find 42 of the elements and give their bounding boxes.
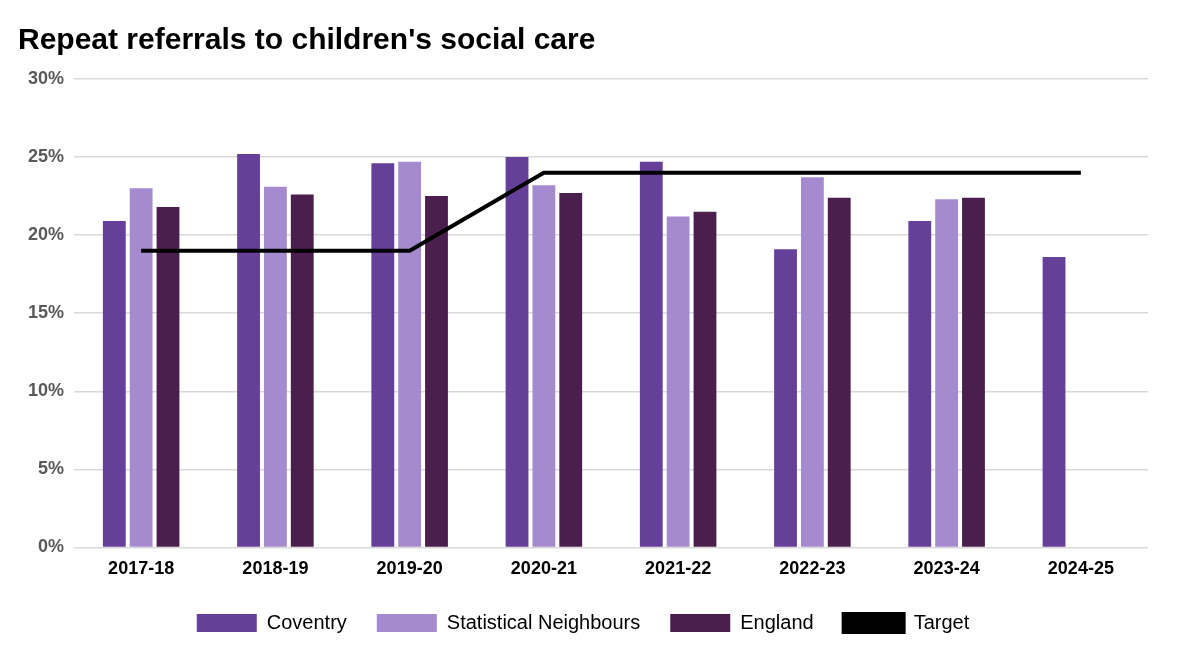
x-tick-label: 2024-25	[1047, 558, 1114, 579]
bar	[263, 186, 287, 547]
legend-label: Target	[913, 610, 970, 633]
y-tick-label: 30%	[28, 67, 65, 88]
bar	[156, 207, 180, 547]
bar	[532, 185, 556, 547]
bar	[129, 188, 153, 547]
x-tick-label: 2017-18	[108, 558, 175, 579]
x-tick-label: 2020-21	[510, 558, 577, 579]
bar	[827, 197, 851, 547]
legend-label: England	[740, 610, 814, 633]
chart-title: Repeat referrals to children's social care	[18, 22, 596, 56]
x-tick-label: 2021-22	[645, 558, 712, 579]
bar	[908, 221, 932, 547]
x-tick-label: 2019-20	[376, 558, 443, 579]
bar	[962, 197, 985, 547]
y-tick-label: 20%	[28, 224, 65, 245]
legend-label: Statistical Neighbours	[446, 610, 641, 633]
bar	[505, 157, 529, 547]
bar	[398, 161, 422, 547]
x-tick-label: 2022-23	[779, 558, 846, 579]
bar	[935, 199, 959, 547]
bar	[666, 216, 690, 547]
bar	[774, 249, 797, 547]
bar	[800, 177, 824, 547]
y-tick-label: 5%	[38, 458, 65, 479]
x-tick-label: 2018-19	[242, 558, 309, 579]
bar	[237, 153, 260, 547]
bar	[425, 196, 448, 547]
x-tick-label: 2023-24	[913, 558, 980, 579]
y-tick-label: 25%	[28, 146, 65, 167]
bar	[1042, 256, 1066, 547]
bar	[693, 211, 717, 547]
bar	[102, 221, 126, 547]
y-tick-label: 10%	[28, 380, 65, 401]
legend-label: Coventry	[266, 610, 347, 633]
y-tick-label: 0%	[38, 536, 65, 557]
y-tick-label: 15%	[28, 302, 65, 323]
bar	[559, 192, 583, 547]
bar	[639, 161, 663, 547]
bar	[371, 163, 395, 547]
bar	[290, 194, 314, 547]
